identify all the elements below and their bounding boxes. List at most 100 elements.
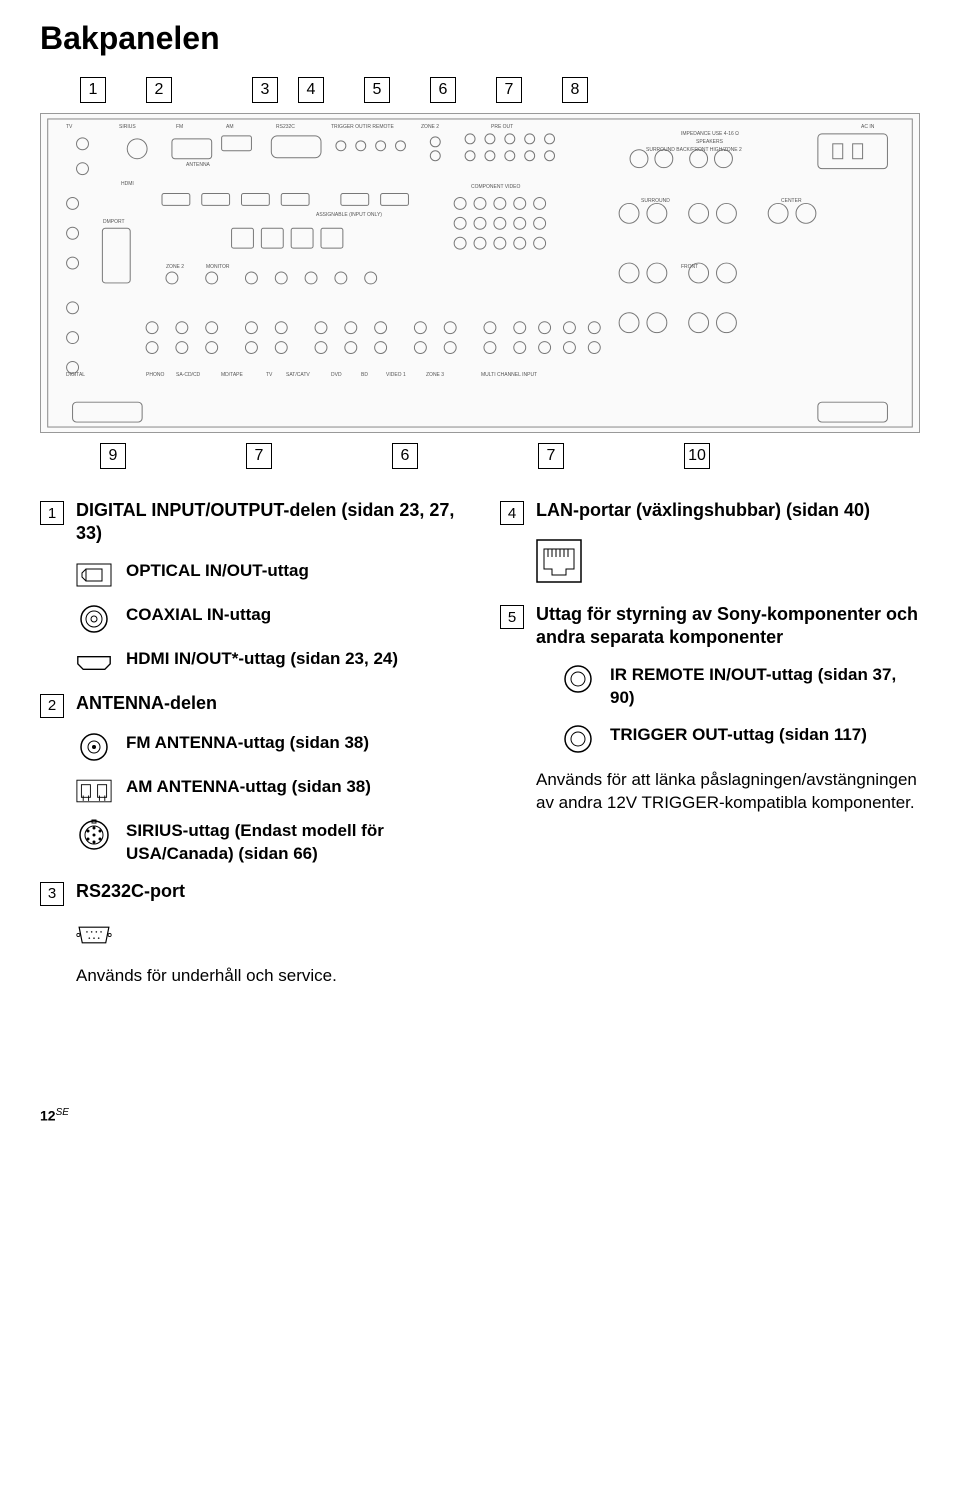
section-4-title: LAN-portar (växlingshubbar) (sidan 40) <box>536 499 870 522</box>
item-irremote: IR REMOTE IN/OUT-uttag (sidan 37, 90) <box>560 664 920 710</box>
callout-top-1: 1 <box>80 77 106 103</box>
page-number-sup: SE <box>56 1107 69 1118</box>
section-2-title: ANTENNA-delen <box>76 692 217 715</box>
panel-label-video1: VIDEO 1 <box>386 372 406 378</box>
content-columns: 1 DIGITAL INPUT/OUTPUT-delen (sidan 23, … <box>40 499 920 987</box>
callout-top-5: 5 <box>364 77 390 103</box>
panel-label-monitor: MONITOR <box>206 264 230 270</box>
section-3-body: Används för underhåll och service. <box>76 964 460 988</box>
lan-icon <box>536 539 582 583</box>
item-coax-label: COAXIAL IN-uttag <box>126 604 271 627</box>
item-optical: OPTICAL IN/OUT-uttag <box>76 560 460 590</box>
panel-label-assign: ASSIGNABLE (INPUT ONLY) <box>316 212 382 218</box>
callout-top-2: 2 <box>146 77 172 103</box>
item-lan <box>536 539 920 583</box>
item-trigger-label: TRIGGER OUT-uttag (sidan 117) <box>610 724 867 747</box>
section-5-num: 5 <box>500 605 524 629</box>
panel-label-front: FRONT <box>681 264 698 270</box>
item-sirius: SIRIUS-uttag (Endast modell för USA/Cana… <box>76 820 460 866</box>
item-rs232c <box>76 920 460 950</box>
panel-label-surround: SURROUND <box>641 198 670 204</box>
panel-label-bd: BD <box>361 372 368 378</box>
panel-label-am: AM <box>226 124 234 130</box>
callout-row-bottom: 9 7 6 7 10 <box>40 443 920 469</box>
section-1-title: DIGITAL INPUT/OUTPUT-delen (sidan 23, 27… <box>76 499 460 546</box>
panel-label-component: COMPONENT VIDEO <box>471 184 520 190</box>
section-2-num: 2 <box>40 694 64 718</box>
panel-label-preout: PRE OUT <box>491 124 513 130</box>
sirius-icon <box>76 820 112 850</box>
page-title: Bakpanelen <box>40 20 920 57</box>
section-3-title: RS232C-port <box>76 880 185 903</box>
callout-bot-4: 7 <box>538 443 564 469</box>
page-number-value: 12 <box>40 1108 56 1124</box>
section-3: 3 RS232C-port <box>40 880 460 906</box>
panel-label-hdmi: HDMI <box>121 181 134 187</box>
coax-icon <box>76 604 112 634</box>
panel-label-mdtape: MD/TAPE <box>221 372 243 378</box>
panel-label-tv: TV <box>66 124 72 130</box>
panel-label-center: CENTER <box>781 198 802 204</box>
callout-row-top: 1 2 3 4 5 6 7 8 <box>40 77 920 103</box>
fm-antenna-icon <box>76 732 112 762</box>
item-optical-label: OPTICAL IN/OUT-uttag <box>126 560 309 583</box>
callout-bot-1: 9 <box>100 443 126 469</box>
callout-bot-3: 6 <box>392 443 418 469</box>
panel-label-multi: MULTI CHANNEL INPUT <box>481 372 537 378</box>
panel-label-dmport: DMPORT <box>103 219 125 225</box>
back-panel-diagram: 1 2 3 4 5 6 7 8 <box>40 77 920 469</box>
ring-jack-icon <box>560 664 596 694</box>
panel-label-acin: AC IN <box>861 124 874 130</box>
callout-top-7: 7 <box>496 77 522 103</box>
rs232c-icon <box>76 920 112 950</box>
panel-label-satcatv: SAT/CATV <box>286 372 310 378</box>
right-column: 4 LAN-portar (växlingshubbar) (sidan 40)… <box>500 499 920 987</box>
panel-label-fm: FM <box>176 124 183 130</box>
section-5: 5 Uttag för styrning av Sony-komponenter… <box>500 603 920 650</box>
am-antenna-icon <box>76 776 112 806</box>
callout-bot-2: 7 <box>246 443 272 469</box>
panel-label-zone2: ZONE 2 <box>421 124 439 130</box>
panel-label-dvd: DVD <box>331 372 342 378</box>
item-coax: COAXIAL IN-uttag <box>76 604 460 634</box>
section-3-num: 3 <box>40 882 64 906</box>
optical-icon <box>76 560 112 590</box>
page-number: 12SE <box>40 1107 920 1124</box>
section-2: 2 ANTENNA-delen <box>40 692 460 718</box>
hdmi-icon <box>76 648 112 678</box>
panel-label-zone3: ZONE 3 <box>426 372 444 378</box>
callout-bot-5: 10 <box>684 443 710 469</box>
item-fmant: FM ANTENNA-uttag (sidan 38) <box>76 732 460 762</box>
panel-label-digital: DIGITAL <box>66 372 85 378</box>
panel-label-ir: IR REMOTE <box>366 124 394 130</box>
section-4-num: 4 <box>500 501 524 525</box>
section-5-title: Uttag för styrning av Sony-komponenter o… <box>536 603 920 650</box>
panel-label-tv2: TV <box>266 372 272 378</box>
callout-top-8: 8 <box>562 77 588 103</box>
panel-label-sacd: SA-CD/CD <box>176 372 200 378</box>
item-hdmi-label: HDMI IN/OUT*-uttag (sidan 23, 24) <box>126 648 398 671</box>
item-irremote-label: IR REMOTE IN/OUT-uttag (sidan 37, 90) <box>610 664 920 710</box>
panel-label-trigger: TRIGGER OUT <box>331 124 366 130</box>
section-1: 1 DIGITAL INPUT/OUTPUT-delen (sidan 23, … <box>40 499 460 546</box>
item-fmant-label: FM ANTENNA-uttag (sidan 38) <box>126 732 369 755</box>
panel-label-sirius: SIRIUS <box>119 124 136 130</box>
rear-panel-drawing: TV SIRIUS FM AM RS232C TRIGGER OUT IR RE… <box>40 113 920 433</box>
panel-label-zone: ZONE 2 <box>166 264 184 270</box>
panel-label-speakers: SPEAKERS <box>696 139 723 145</box>
panel-label-rs232c: RS232C <box>276 124 295 130</box>
section-1-num: 1 <box>40 501 64 525</box>
item-amant: AM ANTENNA-uttag (sidan 38) <box>76 776 460 806</box>
panel-label-impedance: IMPEDANCE USE 4-16 Ω <box>681 131 739 137</box>
section-5-body: Används för att länka påslagningen/avstä… <box>536 768 920 816</box>
item-sirius-label: SIRIUS-uttag (Endast modell för USA/Cana… <box>126 820 460 866</box>
section-4: 4 LAN-portar (växlingshubbar) (sidan 40) <box>500 499 920 525</box>
left-column: 1 DIGITAL INPUT/OUTPUT-delen (sidan 23, … <box>40 499 460 987</box>
callout-top-6: 6 <box>430 77 456 103</box>
callout-top-3: 3 <box>252 77 278 103</box>
panel-label-phono: PHONO <box>146 372 164 378</box>
item-trigger: TRIGGER OUT-uttag (sidan 117) <box>560 724 920 754</box>
ring-jack-icon-2 <box>560 724 596 754</box>
panel-label-surrback: SURROUND BACK/FRONT HIGH/ZONE 2 <box>646 147 742 153</box>
panel-label-antenna: ANTENNA <box>186 162 210 168</box>
